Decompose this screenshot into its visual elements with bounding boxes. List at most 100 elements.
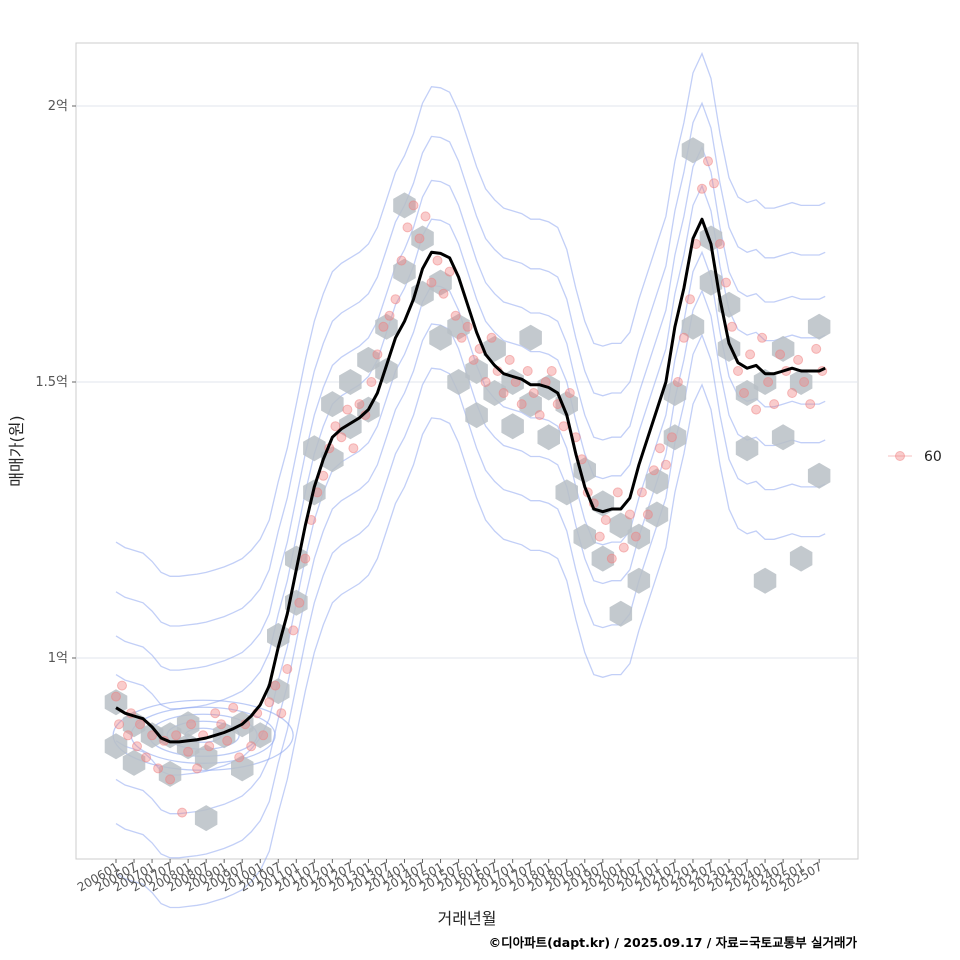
data-point [456, 332, 467, 343]
data-point [177, 807, 188, 818]
data-point [703, 156, 713, 167]
hexbin-cell [807, 462, 831, 489]
data-point [153, 763, 164, 774]
data-point [210, 708, 221, 719]
hexbin-cell [645, 501, 669, 528]
hexbin-cell [483, 380, 506, 406]
data-point [408, 200, 419, 211]
hexbin-cell [753, 369, 777, 395]
data-point [660, 459, 671, 470]
density-contour [115, 184, 826, 710]
data-point [165, 774, 176, 785]
hexbin-cell [789, 369, 813, 395]
data-point [282, 664, 293, 674]
data-point [450, 310, 461, 321]
data-point [438, 288, 449, 299]
hexbin-cell [501, 413, 524, 440]
x-axis-title: 거래년월 [438, 909, 497, 928]
data-point [258, 730, 269, 741]
data-point [222, 735, 233, 746]
x-axis: 2006012006072007012007072008012008072009… [75, 859, 825, 895]
hexbin-cell [753, 567, 777, 594]
data-point [685, 294, 695, 305]
hexbin-cell [483, 335, 506, 362]
data-point [793, 354, 804, 365]
y-axis-title: 매매가(원) [7, 415, 26, 486]
data-point [264, 697, 275, 708]
data-point [468, 354, 479, 365]
density-contour [115, 383, 826, 909]
data-point [204, 741, 215, 752]
hexbin-cell [393, 258, 416, 285]
data-point [666, 432, 677, 443]
data-point [498, 388, 509, 398]
data-point [697, 183, 707, 194]
hexbin-cell [591, 545, 615, 572]
data-point [775, 349, 786, 360]
density-contour [115, 289, 826, 815]
hexbin-cell [411, 225, 434, 252]
data-point [426, 277, 437, 288]
data-point [228, 702, 239, 713]
hexbin-cell [194, 805, 218, 832]
hexbin-cell [519, 324, 542, 351]
trend-line [115, 217, 826, 744]
data-point [721, 277, 731, 288]
hexbin-cell [176, 711, 200, 738]
y-tick-label: 1억 [48, 651, 68, 666]
hexbin-cell [537, 424, 560, 451]
data-point [336, 432, 347, 443]
data-point [147, 730, 158, 741]
data-point [366, 377, 377, 387]
data-point [276, 708, 287, 719]
hexbin-cell [609, 600, 633, 627]
data-point [123, 730, 133, 741]
hexbin-cell [735, 435, 759, 462]
data-point [534, 410, 545, 421]
legend: 60 [888, 449, 942, 465]
hexbin-cell [807, 313, 831, 340]
data-point [114, 719, 124, 730]
data-point [709, 178, 719, 189]
data-point [330, 421, 341, 432]
data-point [183, 746, 194, 757]
data-point [546, 366, 557, 376]
data-point [390, 294, 401, 305]
hexbin-cell [140, 722, 164, 749]
data-point [745, 349, 756, 360]
data-point [135, 719, 145, 730]
hexbin-cell [519, 391, 542, 418]
data-point [636, 487, 647, 498]
data-point [216, 719, 227, 730]
data-point [372, 349, 383, 360]
density-contour [115, 145, 826, 671]
data-point [564, 388, 575, 398]
data-point [600, 515, 611, 525]
data-point [594, 531, 605, 542]
data-point [739, 388, 749, 398]
hexbin-cell [339, 369, 362, 395]
data-point [715, 239, 725, 249]
hexbin-cell [735, 380, 759, 406]
data-point [342, 404, 353, 415]
hexbin-cell [627, 567, 651, 594]
data-point [516, 399, 527, 410]
data-point [522, 366, 533, 376]
data-point [414, 233, 425, 244]
data-point [672, 377, 683, 387]
hexbin-layer [104, 137, 831, 832]
y-tick-label: 2억 [48, 99, 68, 114]
density-contour [115, 51, 826, 577]
data-point [504, 354, 515, 365]
data-point [805, 399, 816, 410]
data-point [270, 680, 281, 691]
data-point [294, 597, 305, 608]
data-point [606, 553, 617, 564]
data-point [234, 752, 245, 763]
data-point [727, 321, 737, 332]
hexbin-cell [357, 346, 380, 373]
data-point [678, 332, 689, 343]
hexbin-cell [104, 733, 128, 760]
data-point [117, 680, 127, 691]
data-point [396, 255, 407, 266]
